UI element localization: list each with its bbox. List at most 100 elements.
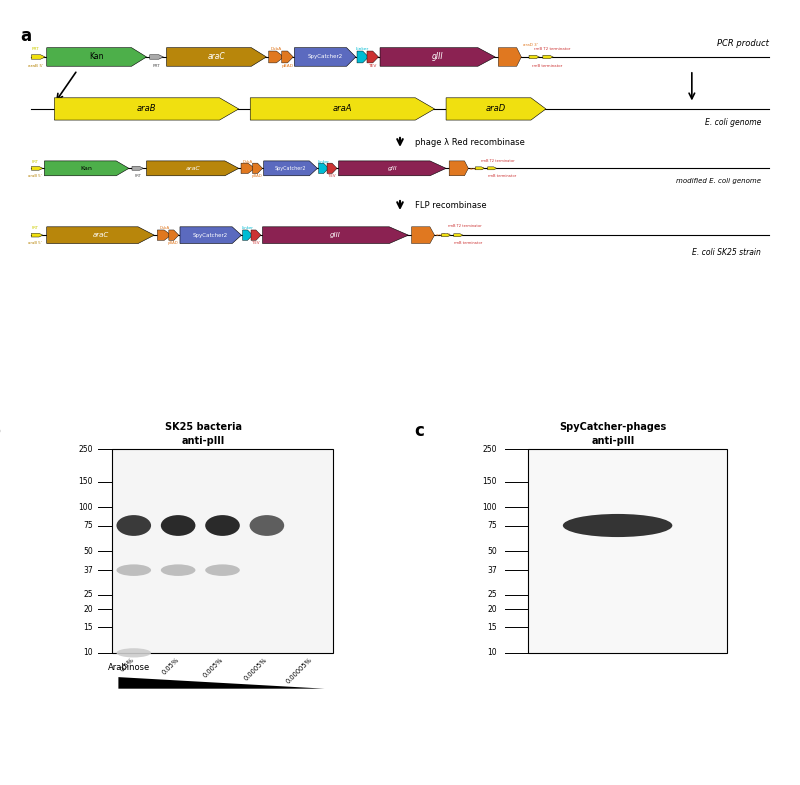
Text: gIII: gIII xyxy=(330,232,341,238)
Text: 50: 50 xyxy=(83,546,93,556)
Text: araC: araC xyxy=(186,166,200,171)
Text: SpyCatcher-phages: SpyCatcher-phages xyxy=(560,422,667,432)
Text: araC: araC xyxy=(207,53,226,61)
Text: Kan: Kan xyxy=(90,53,104,61)
Polygon shape xyxy=(150,55,163,59)
Bar xyxy=(111,449,334,653)
Polygon shape xyxy=(166,48,266,66)
Text: 150: 150 xyxy=(78,477,93,486)
Polygon shape xyxy=(264,161,318,176)
Text: araD 3': araD 3' xyxy=(470,167,484,171)
Text: araC: araC xyxy=(92,232,109,238)
Text: araB: araB xyxy=(137,104,156,114)
Text: Linker: Linker xyxy=(242,226,253,230)
Text: anti-pIII: anti-pIII xyxy=(592,436,635,446)
Text: phage λ Red recombinase: phage λ Red recombinase xyxy=(415,138,526,147)
Polygon shape xyxy=(169,230,179,240)
Polygon shape xyxy=(367,51,378,63)
Text: SpyCatcher2: SpyCatcher2 xyxy=(307,54,342,60)
Text: 10: 10 xyxy=(83,648,93,657)
Text: PCR product: PCR product xyxy=(717,38,769,48)
Text: 0.005%: 0.005% xyxy=(202,656,224,678)
Text: FRT: FRT xyxy=(32,47,40,51)
Text: 25: 25 xyxy=(487,590,497,600)
Ellipse shape xyxy=(250,515,284,536)
Polygon shape xyxy=(46,227,154,243)
Text: rrnB terminator: rrnB terminator xyxy=(487,174,516,178)
Text: araB 5': araB 5' xyxy=(28,241,42,245)
Text: DsbA: DsbA xyxy=(243,159,253,163)
Polygon shape xyxy=(180,227,242,243)
Text: rrnB T2 terminator: rrnB T2 terminator xyxy=(534,47,570,51)
Polygon shape xyxy=(529,55,539,59)
Ellipse shape xyxy=(117,564,151,576)
Polygon shape xyxy=(146,161,238,176)
Text: 0.5%: 0.5% xyxy=(119,656,135,673)
Polygon shape xyxy=(241,163,255,173)
Text: DsbA: DsbA xyxy=(159,226,170,230)
Text: anti-pIII: anti-pIII xyxy=(182,436,226,446)
Text: pBAD: pBAD xyxy=(168,241,179,245)
Text: TEV: TEV xyxy=(328,174,335,178)
Text: DsbA: DsbA xyxy=(270,47,282,51)
Polygon shape xyxy=(46,48,146,66)
Polygon shape xyxy=(253,163,262,173)
Text: modified E. coli genome: modified E. coli genome xyxy=(676,177,761,184)
Polygon shape xyxy=(498,48,522,66)
Polygon shape xyxy=(454,234,463,236)
Polygon shape xyxy=(442,234,450,236)
Text: Linker: Linker xyxy=(356,47,369,51)
Text: TEV: TEV xyxy=(368,64,377,68)
Ellipse shape xyxy=(117,515,151,536)
Bar xyxy=(528,449,727,653)
Text: E. coli genome: E. coli genome xyxy=(705,119,761,127)
Polygon shape xyxy=(31,233,43,237)
Text: rrnB terminator: rrnB terminator xyxy=(454,241,482,245)
Text: 37: 37 xyxy=(487,566,497,575)
Text: 100: 100 xyxy=(482,503,497,512)
Polygon shape xyxy=(118,677,325,688)
Text: araD 3': araD 3' xyxy=(436,233,450,237)
Polygon shape xyxy=(357,51,369,63)
Polygon shape xyxy=(380,48,495,66)
Text: rrnB T2 terminator: rrnB T2 terminator xyxy=(482,159,515,162)
Text: 0.05%: 0.05% xyxy=(161,656,180,676)
Text: 100: 100 xyxy=(78,503,93,512)
Text: Kan: Kan xyxy=(81,166,93,171)
Polygon shape xyxy=(31,166,43,170)
Polygon shape xyxy=(54,98,238,120)
Text: E. coli SK25 strain: E. coli SK25 strain xyxy=(692,248,761,257)
Ellipse shape xyxy=(206,515,240,536)
Text: 50: 50 xyxy=(487,546,497,556)
Polygon shape xyxy=(318,163,329,173)
Polygon shape xyxy=(282,51,294,63)
Text: 250: 250 xyxy=(482,445,497,454)
Polygon shape xyxy=(294,48,356,66)
Polygon shape xyxy=(250,98,434,120)
Polygon shape xyxy=(31,55,45,59)
Polygon shape xyxy=(242,230,253,240)
Text: 15: 15 xyxy=(83,623,93,632)
Text: 0.00005%: 0.00005% xyxy=(285,656,313,685)
Text: FRT: FRT xyxy=(32,159,38,163)
Text: 25: 25 xyxy=(83,590,93,600)
Text: araB 5': araB 5' xyxy=(28,64,44,68)
Text: 75: 75 xyxy=(487,521,497,530)
Text: SK25 bacteria: SK25 bacteria xyxy=(166,422,242,432)
Polygon shape xyxy=(45,161,129,176)
Text: 37: 37 xyxy=(83,566,93,575)
Text: FRT: FRT xyxy=(153,64,161,68)
Polygon shape xyxy=(158,230,171,240)
Text: Linker: Linker xyxy=(318,159,329,163)
Text: rrnB T2 terminator: rrnB T2 terminator xyxy=(448,225,482,228)
Text: 20: 20 xyxy=(487,604,497,614)
Text: c: c xyxy=(414,422,424,440)
Polygon shape xyxy=(338,161,446,176)
Polygon shape xyxy=(262,227,409,243)
Ellipse shape xyxy=(161,564,195,576)
Text: araA: araA xyxy=(333,104,352,114)
Polygon shape xyxy=(449,161,468,176)
Text: 75: 75 xyxy=(83,521,93,530)
Text: 20: 20 xyxy=(83,604,93,614)
Text: Arabinose: Arabinose xyxy=(108,663,150,673)
